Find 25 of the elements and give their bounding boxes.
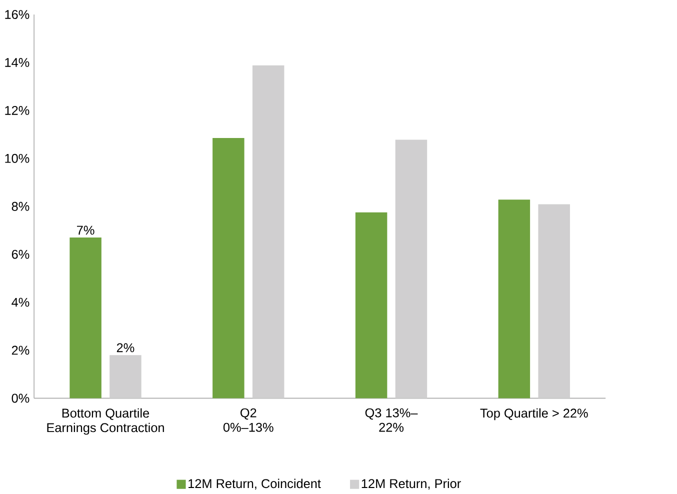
x-tick-label: Top Quartile > 22% xyxy=(480,408,588,420)
x-tick-label: Bottom Quartile Earnings Contraction xyxy=(47,408,164,435)
y-tick-label: 14% xyxy=(5,58,30,68)
bar xyxy=(70,238,102,398)
legend-label: 12M Return, Coincident xyxy=(188,479,321,490)
bar xyxy=(395,140,428,398)
bar xyxy=(212,138,244,398)
y-tick-label: 0% xyxy=(12,394,30,403)
bar xyxy=(498,200,530,398)
x-tick-label: Q3 13%–22% xyxy=(365,408,418,432)
y-tick-label: 12% xyxy=(5,106,30,116)
bar xyxy=(538,204,570,398)
bar xyxy=(355,212,388,398)
x-tick-label: Q2 0%–13% xyxy=(223,408,274,432)
bar xyxy=(252,66,284,398)
data-label: 2% xyxy=(116,343,134,352)
y-tick-label: 2% xyxy=(12,346,30,355)
y-tick-label: 10% xyxy=(5,154,30,164)
y-tick-label: 6% xyxy=(12,250,30,260)
legend-label: 12M Return, Prior xyxy=(362,479,461,490)
y-tick-label: 8% xyxy=(12,202,30,212)
data-label: 7% xyxy=(77,226,94,235)
bar xyxy=(110,355,142,398)
y-tick-label: 16% xyxy=(5,10,30,20)
y-tick-label: 4% xyxy=(12,298,30,307)
